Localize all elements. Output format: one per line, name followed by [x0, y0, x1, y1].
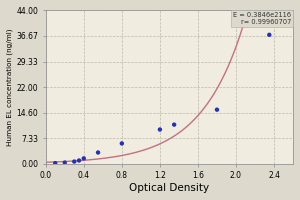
- Point: [96, 151, 100, 154]
- Point: [267, 33, 272, 36]
- Point: [172, 123, 177, 126]
- Point: [214, 108, 219, 111]
- Point: [62, 161, 67, 164]
- X-axis label: Optical Density: Optical Density: [129, 183, 209, 193]
- Point: [158, 128, 162, 131]
- Y-axis label: Human EL concentration (ng/ml): Human EL concentration (ng/ml): [7, 28, 14, 146]
- Point: [76, 159, 81, 162]
- Text: E = 0.3846e2116
r= 0.99960707: E = 0.3846e2116 r= 0.99960707: [233, 12, 291, 25]
- Point: [72, 160, 77, 163]
- Point: [53, 162, 58, 165]
- Point: [81, 157, 86, 160]
- Point: [119, 142, 124, 145]
